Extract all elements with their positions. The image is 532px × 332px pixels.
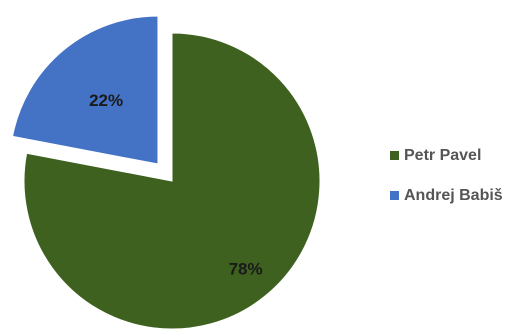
pie-slice-andrej-babi- <box>12 15 159 165</box>
data-label-petr-pavel: 78% <box>229 259 263 278</box>
data-label-andrej-babi-: 22% <box>89 91 123 110</box>
pie-slice-petr-pavel <box>23 32 321 330</box>
legend-label-petr-pavel: Petr Pavel <box>404 147 481 164</box>
legend: Petr Pavel Andrej Babiš <box>390 147 503 204</box>
pie-slices <box>12 15 321 330</box>
legend-swatch-petr-pavel <box>390 151 399 160</box>
legend-label-andrej-babi-: Andrej Babiš <box>404 187 503 204</box>
legend-swatch-andrej-babi- <box>390 191 399 200</box>
pie-slice-labels: 78% 22% <box>89 91 263 279</box>
